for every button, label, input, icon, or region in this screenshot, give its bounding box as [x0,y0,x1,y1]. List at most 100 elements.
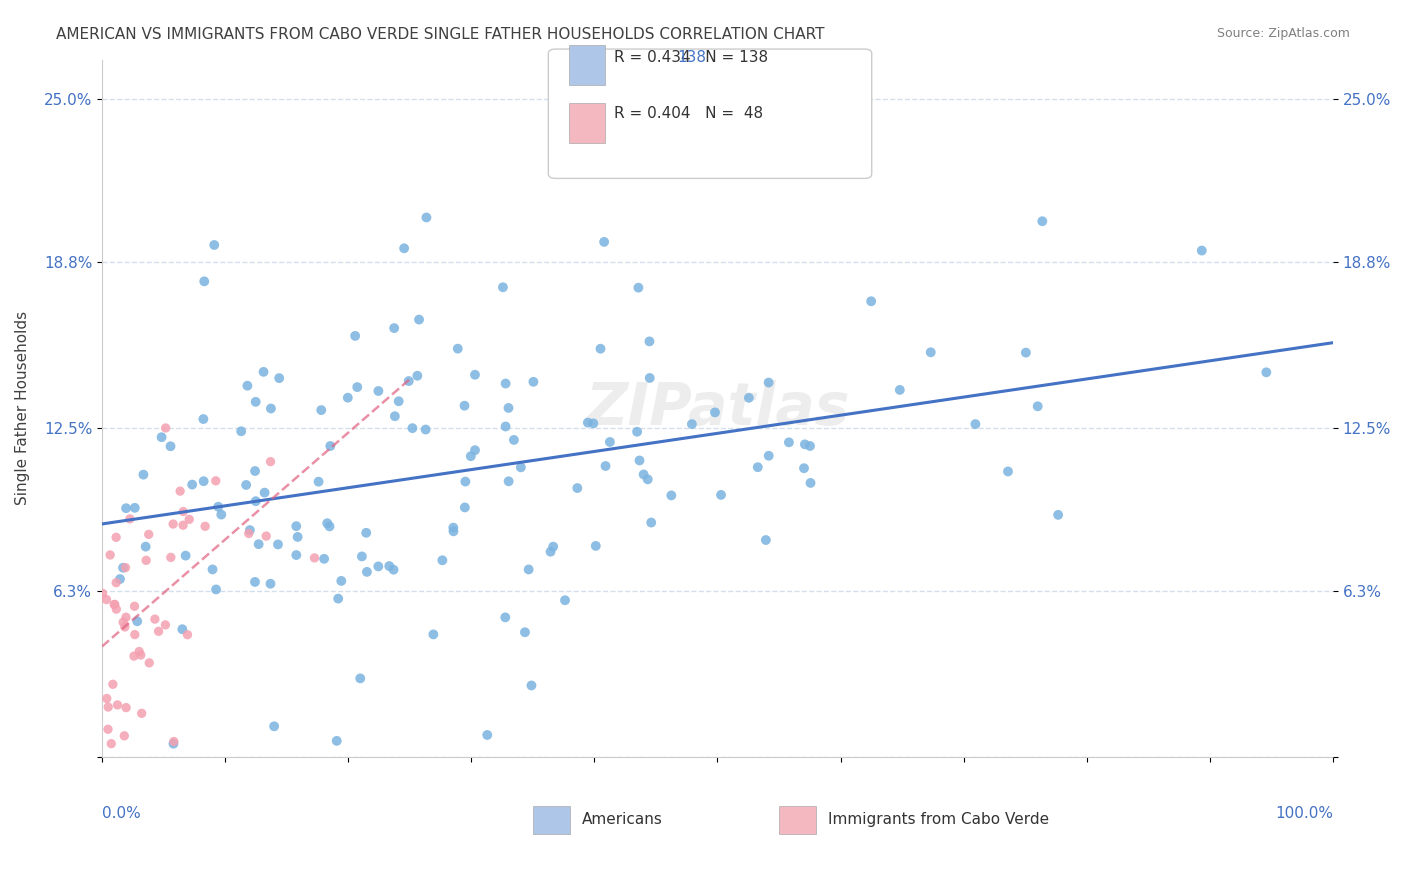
Point [239,523,262,537]
Point [285,548,308,562]
Point [330,574,353,588]
Point [503,433,526,447]
Point [1031,214,1053,228]
Point [131,706,153,721]
Point [314,551,336,566]
Point [98,548,121,562]
Point [181,477,204,491]
Point [162,737,184,751]
Point [498,401,520,415]
Point [112,615,135,630]
Point [138,656,160,670]
Point [159,439,181,453]
Point [367,384,389,398]
Point [174,549,197,563]
Point [638,371,661,385]
Point [96,691,118,706]
Point [122,649,145,664]
Point [520,678,543,692]
Point [464,443,486,458]
Point [778,435,800,450]
Point [124,599,146,614]
Point [384,409,406,424]
Point [238,526,260,541]
Point [91,586,114,600]
Point [155,618,177,632]
Point [498,475,520,489]
Point [287,530,309,544]
Point [382,321,405,335]
Point [160,550,183,565]
Point [143,612,166,626]
Point [1015,345,1038,359]
Point [129,648,152,662]
Point [304,550,326,565]
Point [344,329,367,343]
Point [172,622,194,636]
Point [243,574,266,589]
Point [115,501,138,516]
Point [114,620,136,634]
Point [494,610,516,624]
Point [155,421,177,435]
Point [236,378,259,392]
Point [567,481,589,495]
Point [354,525,377,540]
Point [799,439,821,453]
Point [540,545,562,559]
Point [398,374,420,388]
Point [704,405,727,419]
Point [150,430,173,444]
Point [920,345,942,359]
Point [889,383,911,397]
Point [269,371,291,385]
Point [112,560,135,574]
Point [259,455,281,469]
Point [138,527,160,541]
Point [172,505,194,519]
Point [336,391,359,405]
Point [793,461,815,475]
Point [460,449,482,463]
Point [118,512,141,526]
Point [207,500,229,514]
Point [595,458,617,473]
Text: 0.0%: 0.0% [103,805,141,821]
Point [681,417,703,431]
Point [114,560,136,574]
Point [638,334,661,349]
Point [441,521,464,535]
Point [554,593,576,607]
Point [432,553,454,567]
Point [408,312,430,326]
Point [193,412,215,426]
Point [162,517,184,532]
Point [318,519,340,533]
Point [194,519,217,533]
Bar [779,805,815,833]
Point [231,424,253,438]
Point [388,394,411,409]
Point [367,559,389,574]
Point [350,549,373,564]
Point [738,391,761,405]
Point [637,472,659,486]
Point [124,500,146,515]
Point [582,417,605,431]
Point [415,211,437,225]
Point [245,394,267,409]
Point [495,376,517,391]
Text: AMERICAN VS IMMIGRANTS FROM CABO VERDE SINGLE FATHER HOUSEHOLDS CORRELATION CHAR: AMERICAN VS IMMIGRANTS FROM CABO VERDE S… [56,27,825,42]
Point [101,677,124,691]
Point [247,537,270,551]
Point [640,516,662,530]
Point [176,628,198,642]
Point [193,474,215,488]
Point [453,399,475,413]
Point [799,475,821,490]
Point [454,500,477,515]
Point [107,698,129,712]
Point [492,280,515,294]
Point [382,563,405,577]
Point [103,598,125,612]
